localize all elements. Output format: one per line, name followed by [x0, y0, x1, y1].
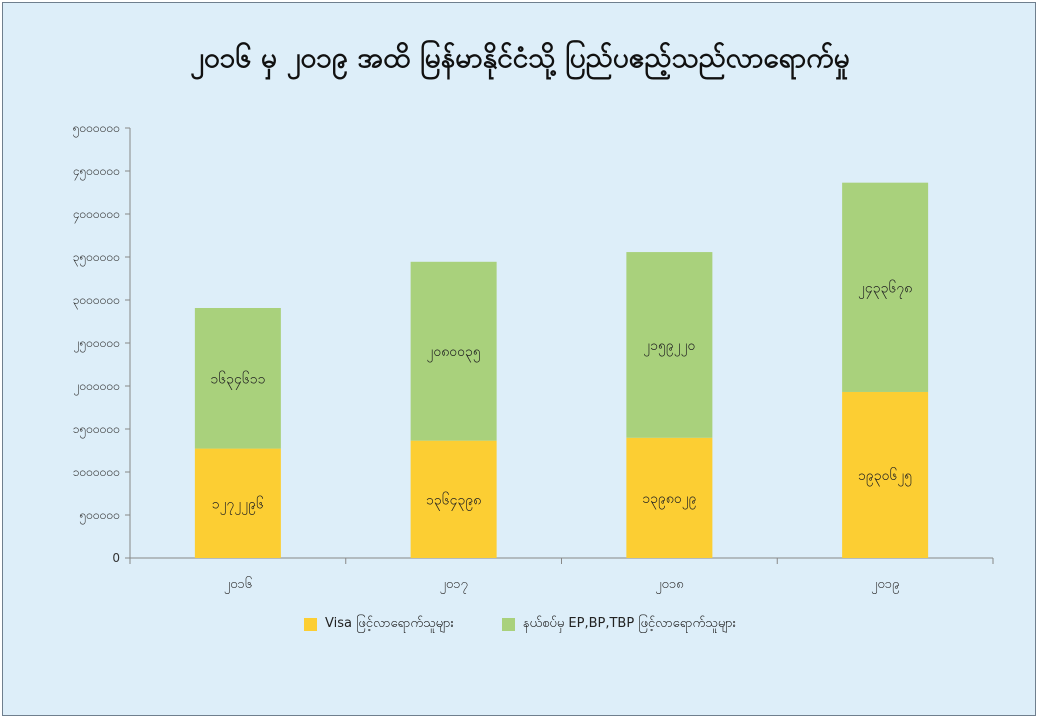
- data-label: ၁၃၆၄၃၉၈: [426, 492, 481, 510]
- x-tick-label: ၂၀၁၆: [224, 576, 252, 594]
- y-tick-label: ၅၀၀၀၀၀: [80, 508, 121, 525]
- y-tick-label: ၂၅၀၀၀၀၀: [74, 336, 120, 353]
- y-tick-label: ၄၅၀၀၀၀၀: [73, 164, 120, 181]
- x-tick-label: ၂၀၁၇: [439, 577, 467, 594]
- y-tick-label: ၄၀၀၀၀၀၀: [73, 207, 120, 224]
- x-tick-label: ၂၀၁၉: [871, 577, 899, 594]
- bar-segment: [842, 182, 929, 392]
- x-tick-label: ၂၀၁၈: [655, 577, 683, 594]
- y-tick-label: ၁၀၀၀၀၀၀: [73, 465, 120, 479]
- bar-segment: [410, 440, 497, 558]
- data-label: ၁၆၃၄၆၁၁: [210, 371, 265, 389]
- legend-label-ep: နယ်စပ်မှ EP,BP,TBP ဖြင့်လာရောက်သူများ: [522, 616, 736, 631]
- bar-segment: [194, 448, 281, 558]
- chart-title: ၂၀၁၆ မှ ၂၀၁၉ အထိ မြန်မာနိုင်ငံသို့ ပြည်ပ…: [190, 41, 850, 74]
- bar-segment: [194, 308, 281, 449]
- legend-swatch-visa: [304, 618, 318, 631]
- bar-segment: [626, 252, 713, 438]
- y-tick-label: ၅၀၀၀၀၀၀: [73, 121, 120, 138]
- data-label: ၁၉၃၀၆၂၅: [858, 468, 912, 486]
- bar-segment: [842, 391, 929, 558]
- bar-segment: [410, 261, 497, 441]
- legend-swatch-ep: [501, 618, 515, 631]
- data-label: ၂၁၅၉၂၂၀: [643, 338, 695, 356]
- legend-item-visa: Visa ဖြင့်လာရောက်သူများ: [304, 615, 454, 634]
- y-tick-label: ၃၀၀၀၀၀၀: [73, 293, 120, 310]
- data-label: ၂၄၃၃၆၇၈: [858, 280, 912, 298]
- legend: Visa ဖြင့်လာရောက်သူများ နယ်စပ်မှ EP,BP,T…: [3, 615, 1037, 634]
- y-tick-label: ၂၀၀၀၀၀၀: [74, 379, 120, 396]
- bar-segment: [626, 437, 713, 558]
- legend-item-ep: နယ်စပ်မှ EP,BP,TBP ဖြင့်လာရောက်သူများ: [501, 615, 736, 634]
- y-tick-label: 0: [112, 551, 120, 565]
- data-label: ၁၃၉၈၀၂၉: [642, 491, 696, 509]
- data-label: ၁၂၇၂၂၉၆: [212, 496, 264, 514]
- data-label: ၂၀၈၀၀၃၅: [427, 344, 481, 362]
- y-tick-label: ၃၅၀၀၀၀၀: [73, 250, 120, 267]
- y-tick-label: ၁၅၀၀၀၀၀: [73, 422, 120, 439]
- bar-chart: 0 ၅၀၀၀၀၀ ၁၀၀၀၀၀၀ ၁၅၀၀၀၀၀ ၂၀၀၀၀၀၀ ၂၅၀၀၀၀၀ ၃၀၀၀၀…: [73, 121, 994, 594]
- legend-label-visa: Visa ဖြင့်လာရောက်သူများ: [325, 616, 454, 631]
